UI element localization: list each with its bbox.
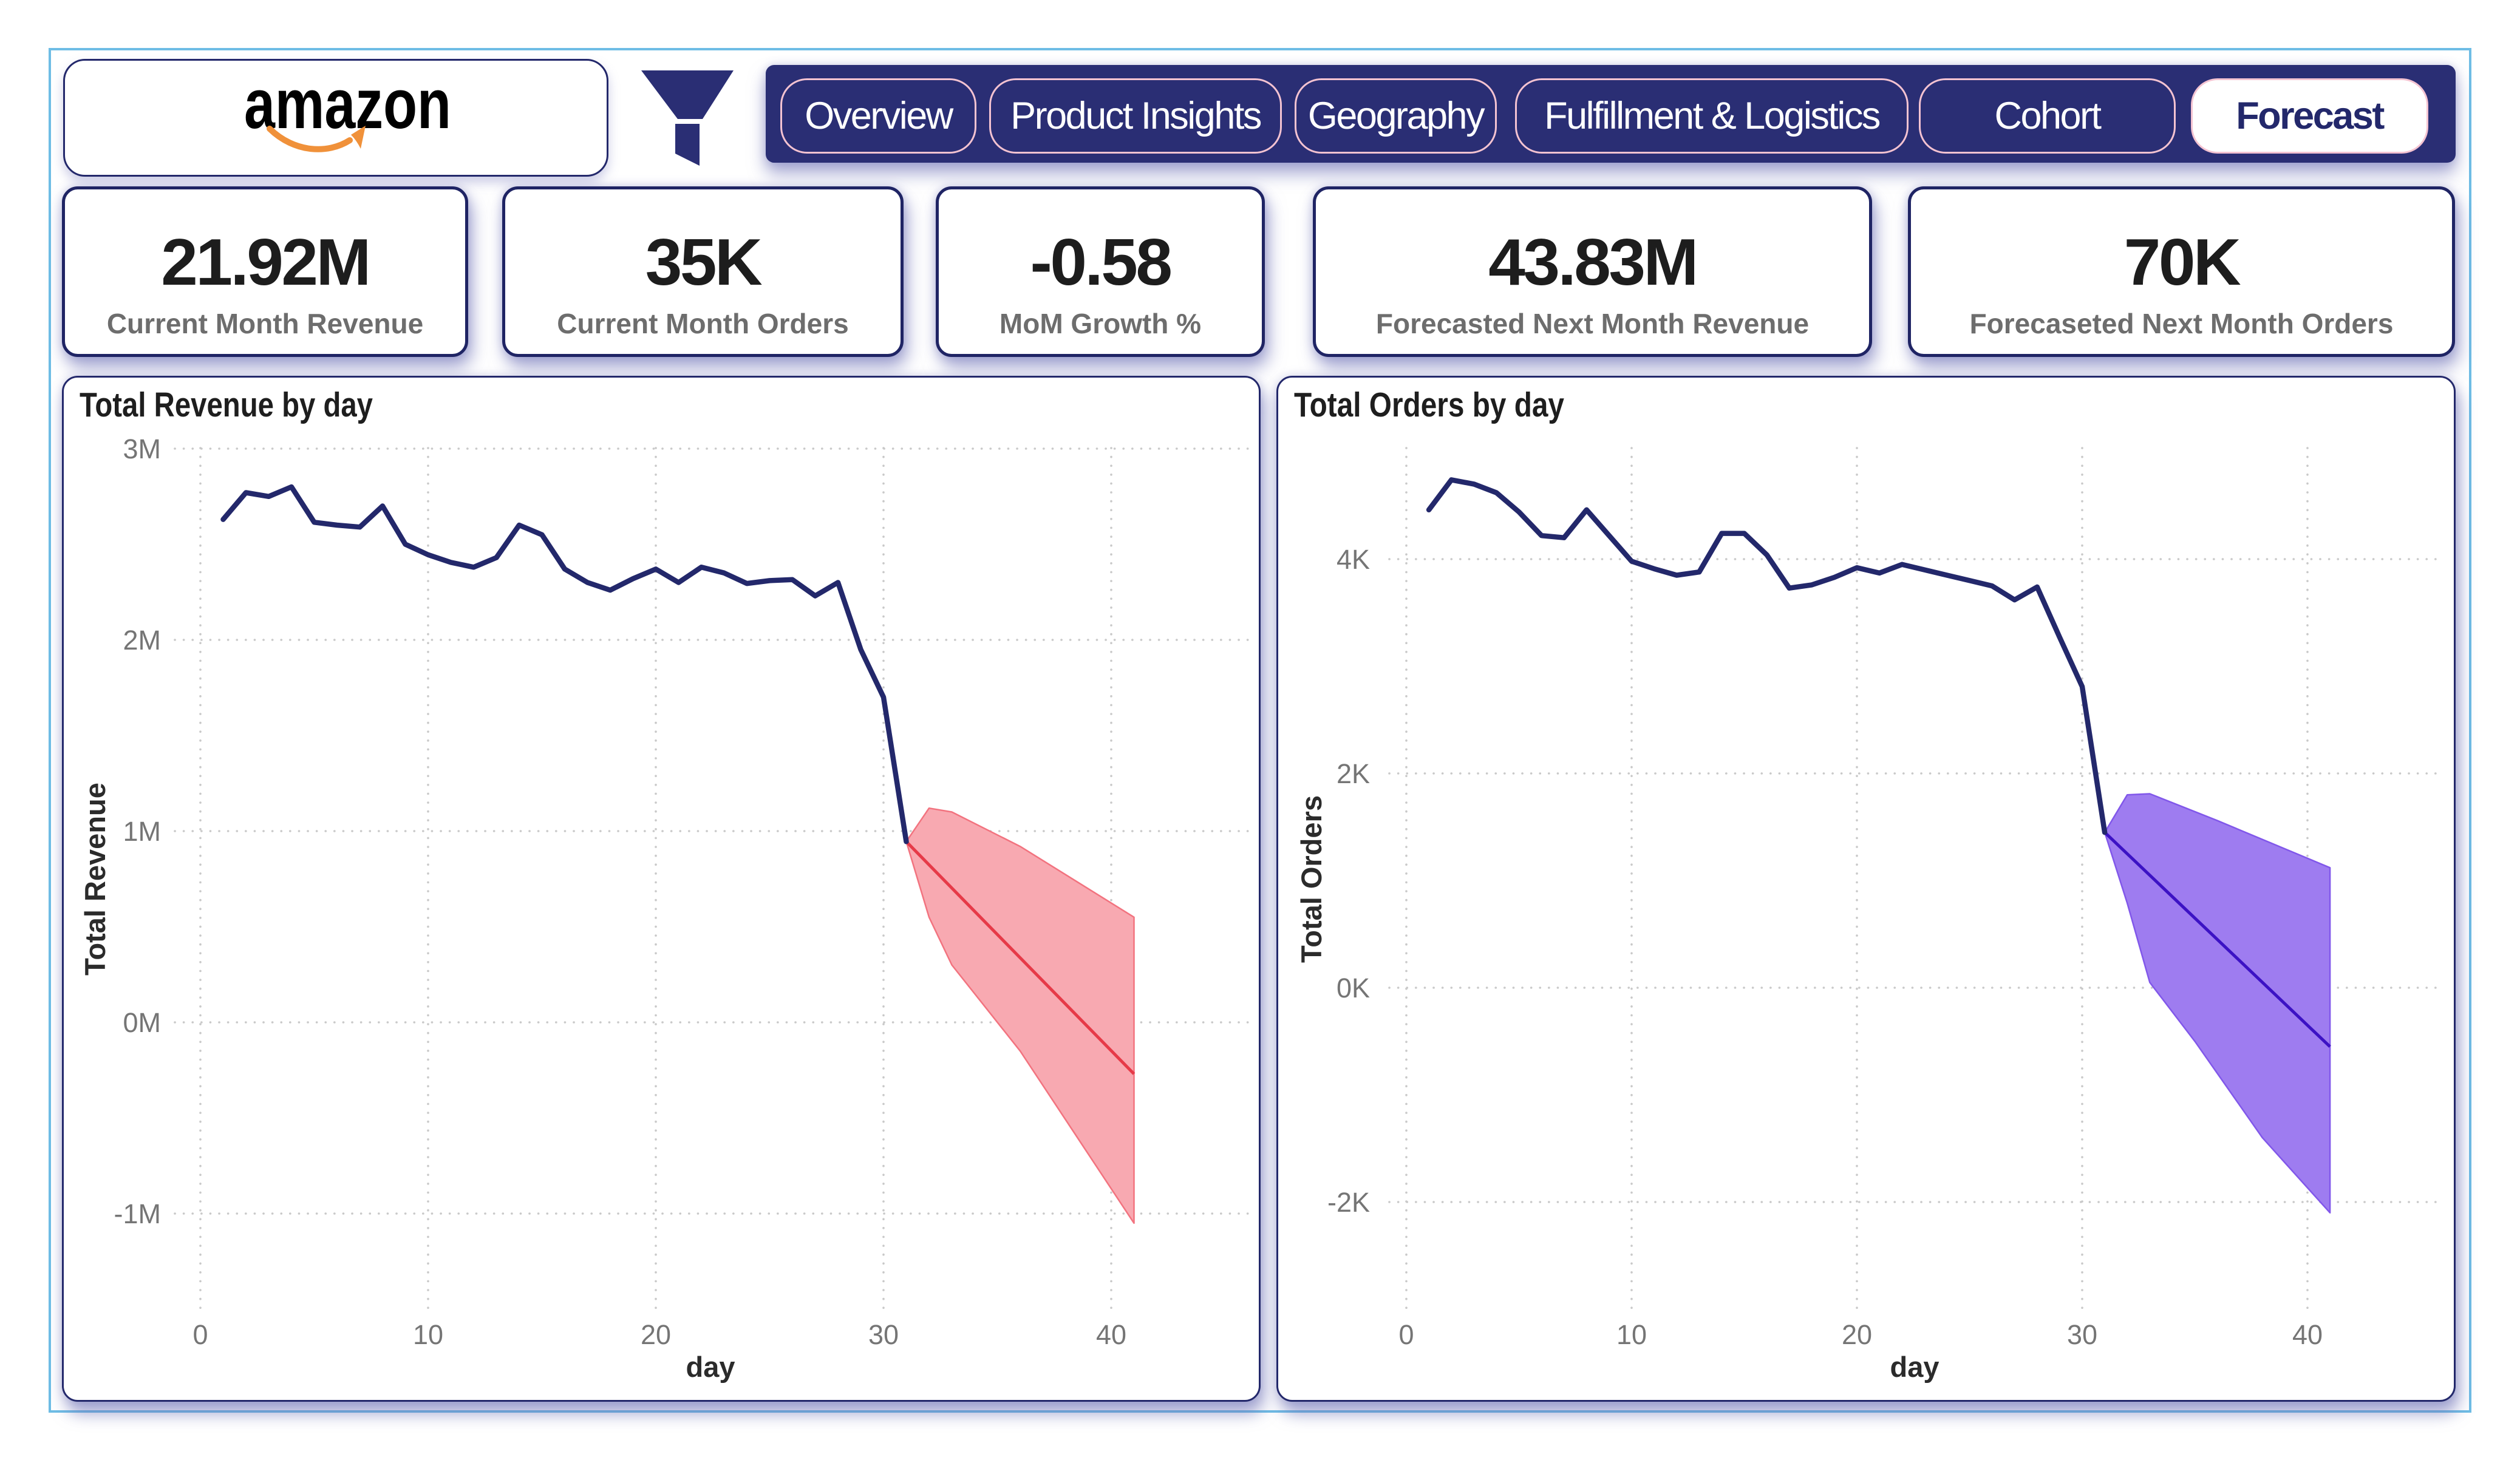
svg-text:20: 20: [641, 1319, 671, 1350]
svg-text:3M: 3M: [123, 433, 161, 464]
svg-text:20: 20: [1842, 1319, 1872, 1350]
svg-text:Total Orders by day: Total Orders by day: [1294, 385, 1564, 424]
svg-text:2K: 2K: [1337, 758, 1370, 789]
svg-text:0: 0: [192, 1319, 208, 1350]
svg-text:30: 30: [2067, 1319, 2097, 1350]
svg-text:Total Revenue: Total Revenue: [79, 783, 111, 976]
svg-text:10: 10: [413, 1319, 443, 1350]
svg-text:0K: 0K: [1337, 973, 1370, 1004]
svg-text:-1M: -1M: [114, 1198, 162, 1229]
svg-text:Total Revenue by day: Total Revenue by day: [80, 385, 373, 424]
svg-text:4K: 4K: [1337, 544, 1370, 575]
svg-text:-2K: -2K: [1327, 1187, 1370, 1218]
svg-text:30: 30: [868, 1319, 899, 1350]
svg-text:2M: 2M: [123, 625, 161, 656]
svg-text:Total Orders: Total Orders: [1295, 795, 1327, 963]
svg-text:10: 10: [1616, 1319, 1647, 1350]
svg-text:day: day: [1890, 1351, 1939, 1383]
svg-text:0: 0: [1398, 1319, 1414, 1350]
svg-text:day: day: [686, 1351, 735, 1383]
svg-text:0M: 0M: [123, 1007, 161, 1038]
svg-text:40: 40: [2292, 1319, 2323, 1350]
svg-text:1M: 1M: [123, 816, 161, 847]
svg-text:40: 40: [1096, 1319, 1126, 1350]
